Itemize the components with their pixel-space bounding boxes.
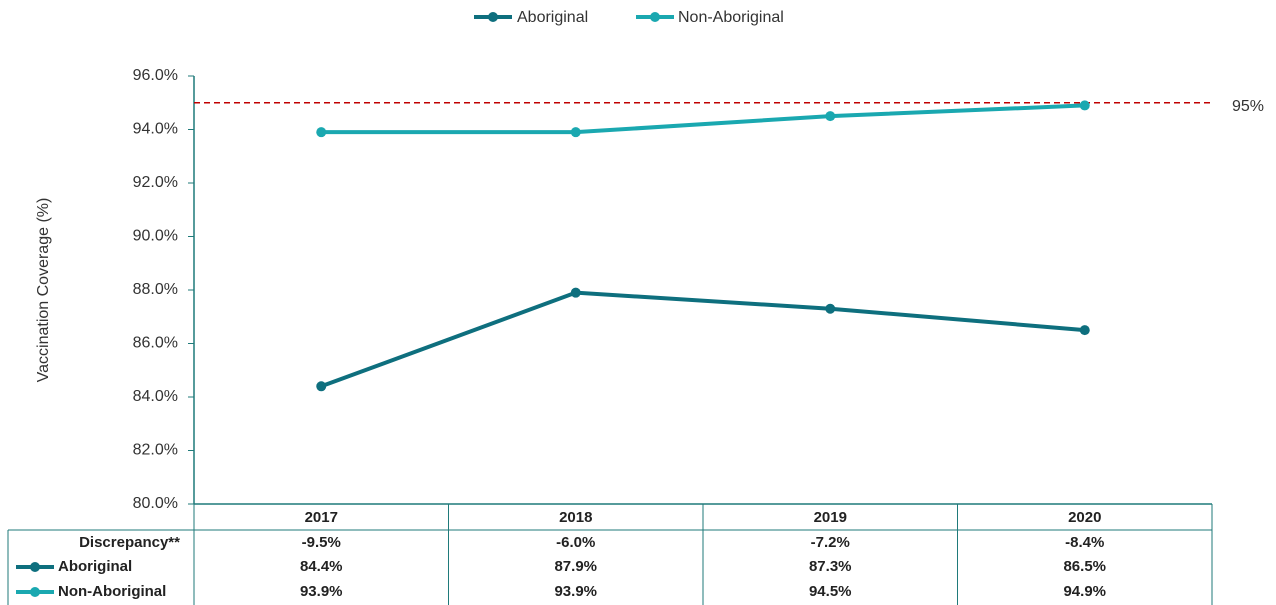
table-cell: 87.3% xyxy=(809,558,852,575)
row-key-dot xyxy=(30,587,40,597)
table-cell: -8.4% xyxy=(1065,534,1104,551)
table-cell: -6.0% xyxy=(556,534,595,551)
table-cell: 94.5% xyxy=(809,583,852,600)
data-point xyxy=(825,303,836,314)
row-label: Non-Aboriginal xyxy=(58,583,166,600)
table-cell: 93.9% xyxy=(554,583,597,600)
row-key-dot xyxy=(30,562,40,572)
legend-dot xyxy=(488,12,498,22)
table-cell: 93.9% xyxy=(300,583,343,600)
data-point xyxy=(1079,100,1090,111)
legend-label: Aboriginal xyxy=(517,9,588,26)
table-cell: 87.9% xyxy=(554,558,597,575)
data-point xyxy=(1079,325,1090,336)
table-cell: -7.2% xyxy=(811,534,850,551)
data-point xyxy=(825,111,836,122)
y-tick-label: 92.0% xyxy=(133,174,178,191)
row-label: Aboriginal xyxy=(58,558,132,575)
table-cell: 94.9% xyxy=(1063,583,1106,600)
y-tick-label: 82.0% xyxy=(133,442,178,459)
table-cell: 86.5% xyxy=(1063,558,1106,575)
legend-dot xyxy=(650,12,660,22)
table-cell: -9.5% xyxy=(302,534,341,551)
y-tick-label: 80.0% xyxy=(133,495,178,512)
x-tick-label: 2017 xyxy=(305,509,338,526)
y-axis-label: Vaccination Coverage (%) xyxy=(35,198,52,383)
table-cell: 84.4% xyxy=(300,558,343,575)
series-line xyxy=(320,290,1085,389)
y-tick-label: 96.0% xyxy=(133,67,178,84)
reference-label: 95% xyxy=(1232,98,1264,115)
data-point xyxy=(316,127,327,138)
data-point xyxy=(570,287,581,298)
y-tick-label: 90.0% xyxy=(133,228,178,245)
data-point xyxy=(570,127,581,138)
y-tick-label: 88.0% xyxy=(133,281,178,298)
legend-label: Non-Aboriginal xyxy=(678,9,784,26)
y-tick-label: 84.0% xyxy=(133,388,178,405)
y-tick-label: 86.0% xyxy=(133,335,178,352)
series-line xyxy=(321,103,1085,135)
x-tick-label: 2019 xyxy=(814,509,847,526)
y-tick-label: 94.0% xyxy=(133,121,178,138)
x-tick-label: 2018 xyxy=(559,509,592,526)
x-tick-label: 2020 xyxy=(1068,509,1101,526)
data-point xyxy=(316,381,327,392)
row-label: Discrepancy** xyxy=(79,534,180,551)
